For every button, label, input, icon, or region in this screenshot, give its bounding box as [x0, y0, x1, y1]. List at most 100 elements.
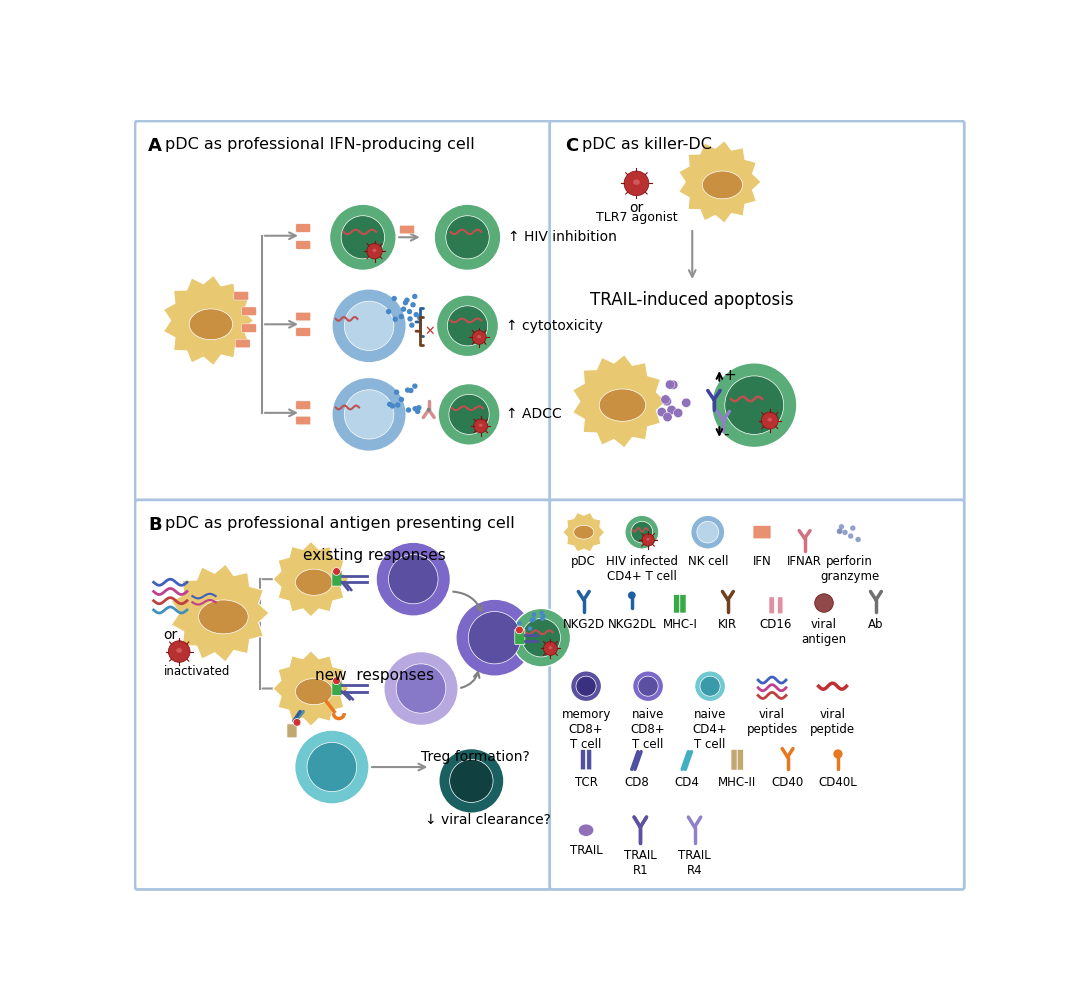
- Text: TRAIL
R4: TRAIL R4: [678, 849, 711, 877]
- Text: ↑ HIV inhibition: ↑ HIV inhibition: [508, 230, 616, 244]
- Circle shape: [657, 408, 667, 417]
- Circle shape: [392, 317, 397, 322]
- Circle shape: [410, 302, 416, 308]
- Polygon shape: [679, 140, 761, 223]
- Circle shape: [412, 384, 418, 389]
- Ellipse shape: [574, 525, 594, 539]
- Ellipse shape: [633, 179, 640, 185]
- Circle shape: [532, 612, 536, 617]
- Polygon shape: [572, 355, 666, 448]
- Text: KIR: KIR: [719, 618, 738, 631]
- Text: pDC as professional antigen presenting cell: pDC as professional antigen presenting c…: [165, 516, 516, 531]
- Circle shape: [532, 617, 536, 622]
- Circle shape: [695, 670, 726, 701]
- Circle shape: [408, 388, 413, 393]
- Circle shape: [342, 215, 384, 259]
- Ellipse shape: [199, 600, 248, 634]
- FancyBboxPatch shape: [550, 500, 964, 890]
- Ellipse shape: [647, 538, 650, 541]
- Text: MHC-II: MHC-II: [719, 776, 756, 789]
- Circle shape: [412, 406, 418, 412]
- Circle shape: [511, 608, 570, 667]
- Circle shape: [392, 296, 397, 302]
- Circle shape: [448, 306, 488, 346]
- Circle shape: [833, 749, 843, 759]
- FancyBboxPatch shape: [332, 680, 342, 695]
- Circle shape: [761, 412, 779, 429]
- Text: C: C: [565, 137, 579, 155]
- Circle shape: [403, 300, 408, 306]
- Circle shape: [407, 309, 412, 315]
- Circle shape: [837, 528, 843, 534]
- Ellipse shape: [702, 171, 742, 198]
- Circle shape: [407, 317, 412, 322]
- Circle shape: [628, 591, 636, 599]
- Circle shape: [416, 405, 422, 411]
- FancyBboxPatch shape: [295, 313, 310, 321]
- Circle shape: [333, 677, 340, 684]
- Polygon shape: [273, 541, 349, 617]
- FancyBboxPatch shape: [135, 121, 551, 501]
- FancyBboxPatch shape: [234, 292, 248, 300]
- FancyBboxPatch shape: [287, 723, 297, 737]
- Circle shape: [293, 718, 301, 726]
- Polygon shape: [163, 276, 253, 366]
- Circle shape: [517, 621, 522, 625]
- Text: NKG2D: NKG2D: [563, 618, 605, 631]
- Circle shape: [307, 742, 357, 792]
- Text: IFN: IFN: [753, 555, 771, 568]
- FancyBboxPatch shape: [581, 749, 585, 770]
- Ellipse shape: [295, 678, 333, 704]
- Text: NK cell: NK cell: [687, 555, 728, 568]
- Text: viral
peptides: viral peptides: [746, 707, 798, 735]
- Text: or: or: [163, 627, 178, 641]
- Circle shape: [839, 524, 844, 529]
- Circle shape: [691, 515, 725, 549]
- Ellipse shape: [768, 418, 772, 422]
- Text: Treg formation?: Treg formation?: [421, 750, 529, 765]
- Circle shape: [406, 407, 411, 413]
- Circle shape: [332, 289, 406, 363]
- FancyBboxPatch shape: [514, 629, 525, 644]
- FancyBboxPatch shape: [550, 121, 964, 501]
- Text: CD4: CD4: [674, 776, 699, 789]
- Circle shape: [412, 294, 418, 300]
- Text: pDC as killer-DC: pDC as killer-DC: [582, 137, 712, 152]
- Circle shape: [398, 397, 404, 402]
- FancyBboxPatch shape: [295, 401, 310, 410]
- Circle shape: [345, 390, 394, 439]
- FancyBboxPatch shape: [242, 324, 257, 333]
- Circle shape: [632, 521, 653, 543]
- Circle shape: [450, 760, 493, 803]
- Circle shape: [673, 409, 683, 418]
- Circle shape: [474, 419, 488, 433]
- Circle shape: [394, 390, 400, 395]
- Text: CD40: CD40: [771, 776, 803, 789]
- Circle shape: [389, 554, 438, 604]
- Circle shape: [541, 614, 546, 618]
- Circle shape: [527, 626, 533, 630]
- FancyBboxPatch shape: [295, 328, 310, 337]
- Text: inactivated: inactivated: [163, 665, 230, 678]
- Circle shape: [376, 542, 450, 616]
- Circle shape: [576, 676, 596, 696]
- Circle shape: [417, 315, 422, 321]
- Circle shape: [815, 594, 833, 612]
- Polygon shape: [563, 512, 605, 552]
- FancyBboxPatch shape: [135, 500, 551, 890]
- Circle shape: [426, 408, 431, 412]
- Circle shape: [682, 398, 691, 408]
- Circle shape: [663, 397, 671, 406]
- Circle shape: [294, 730, 369, 804]
- Circle shape: [516, 626, 523, 634]
- Polygon shape: [172, 564, 270, 662]
- Circle shape: [449, 395, 489, 435]
- FancyBboxPatch shape: [737, 749, 743, 771]
- Circle shape: [851, 525, 856, 531]
- Text: memory
CD8+
T cell: memory CD8+ T cell: [562, 707, 611, 750]
- Circle shape: [625, 515, 659, 549]
- Text: existing responses: existing responses: [303, 547, 446, 562]
- Circle shape: [345, 302, 394, 351]
- Circle shape: [415, 409, 420, 414]
- Circle shape: [837, 529, 842, 534]
